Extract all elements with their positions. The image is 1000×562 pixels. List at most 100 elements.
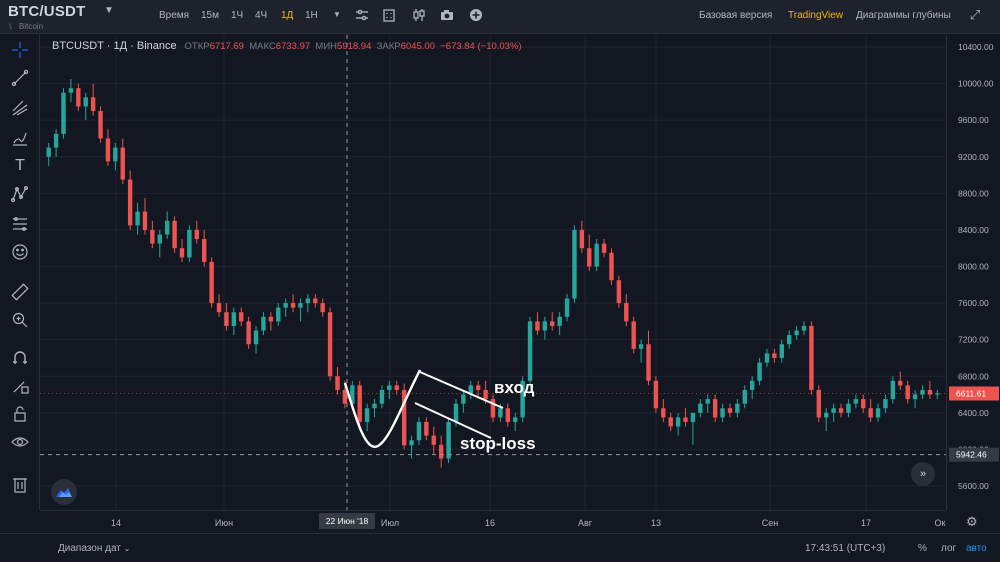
candle-body — [372, 403, 377, 409]
magnet-icon[interactable] — [9, 348, 31, 368]
candle-body — [187, 229, 192, 258]
brush-icon[interactable] — [9, 128, 31, 148]
candle-body — [483, 389, 488, 400]
fullscreen-icon[interactable]: ⤢ — [969, 7, 981, 22]
time-axis[interactable]: 14 Июн Июл 16 Авг 13 Сен 17 Ок 22 Июн '18 — [40, 510, 946, 532]
pitchfork-icon[interactable] — [9, 98, 31, 118]
candle — [638, 339, 644, 363]
candle — [705, 394, 710, 413]
candle — [268, 312, 274, 331]
candle — [475, 380, 481, 400]
ruler-icon[interactable] — [9, 282, 31, 302]
candle-body — [320, 303, 325, 313]
candle — [224, 303, 229, 331]
candle — [683, 408, 688, 427]
depth-chart-link[interactable]: Диаграммы глубины — [856, 10, 951, 21]
tab-1w[interactable]: 1Н — [305, 10, 318, 21]
candle-body — [816, 389, 822, 418]
more-intervals-icon[interactable]: ▼ — [333, 10, 341, 19]
date-range-button[interactable]: Диапазон дат ⌄ — [58, 543, 130, 554]
symbol-name[interactable]: BTC/USDT — [8, 3, 86, 20]
candle — [179, 239, 185, 262]
candle-body — [468, 385, 473, 395]
candle — [912, 389, 918, 409]
candle-body — [868, 408, 873, 418]
high-value: 6733.97 — [275, 41, 311, 52]
candle — [720, 403, 725, 422]
candle-body — [727, 408, 733, 413]
crosshair-time-tag: 22 Июн '18 — [319, 513, 375, 529]
candle-body — [283, 303, 288, 308]
pattern-icon[interactable] — [9, 184, 31, 204]
clock[interactable]: 17:43:51 (UTC+3) — [805, 543, 886, 554]
candle-body — [550, 321, 555, 326]
symbol-dropdown-icon[interactable]: ▼ — [104, 5, 114, 16]
candle — [742, 385, 747, 409]
last-price-tag: 6611.61 — [949, 386, 999, 401]
auto-toggle[interactable]: авто — [966, 543, 987, 554]
candle-body — [105, 138, 111, 162]
trend-line-icon[interactable] — [9, 68, 31, 88]
zoom-in-icon[interactable] — [9, 310, 31, 330]
add-icon[interactable] — [469, 8, 483, 22]
price-tick-label: 10400.00 — [958, 42, 994, 52]
candle — [816, 385, 822, 422]
candle-body — [327, 312, 333, 377]
tab-1d[interactable]: 1Д — [281, 10, 294, 21]
tab-15m[interactable]: 15м — [201, 10, 219, 21]
smile-icon[interactable] — [9, 242, 31, 262]
crosshair-icon[interactable] — [9, 40, 31, 60]
candle-body — [601, 243, 607, 253]
candle — [394, 380, 399, 395]
scroll-to-realtime-button[interactable]: » — [911, 462, 935, 486]
entry-label: вход — [494, 378, 535, 397]
basic-version-link[interactable]: Базовая версия — [699, 10, 773, 21]
candle — [779, 339, 784, 363]
eye-icon[interactable] — [9, 432, 31, 452]
stop-loss-label: stop-loss — [460, 434, 536, 453]
candle-body — [298, 303, 303, 308]
candle-body — [912, 394, 918, 400]
candle-body — [735, 403, 740, 413]
camera-icon[interactable] — [440, 8, 454, 22]
tab-1h[interactable]: 1Ч — [231, 10, 244, 21]
legend-symbol: BTCUSDT · 1Д · Binance — [52, 40, 177, 52]
candles — [46, 79, 940, 468]
channel-upper-line — [419, 371, 504, 409]
text-icon[interactable]: T — [15, 157, 25, 174]
candle — [661, 399, 666, 422]
prediction-icon[interactable] — [9, 214, 31, 234]
candle-body — [231, 312, 237, 326]
percent-toggle[interactable]: % — [918, 543, 927, 554]
last-price-tag-bg — [949, 386, 999, 401]
lock-icon[interactable] — [9, 404, 31, 424]
candle — [164, 211, 170, 240]
tradingview-link[interactable]: TradingView — [788, 10, 844, 21]
candle — [609, 248, 614, 285]
settings-icon[interactable]: ⚙ — [966, 514, 978, 529]
building-icon[interactable] — [382, 8, 396, 22]
drawing-lock-icon[interactable] — [9, 376, 31, 396]
candle-body — [801, 325, 807, 331]
candle — [653, 376, 659, 413]
candle-body — [883, 399, 888, 409]
candlestick-chart[interactable]: вход stop-loss — [40, 35, 946, 510]
candle — [764, 348, 770, 368]
channel-lower-line — [414, 402, 492, 439]
tab-4h[interactable]: 4Ч — [255, 10, 268, 21]
candle-body — [202, 239, 207, 262]
log-toggle[interactable]: лог — [941, 543, 957, 554]
candle-body — [661, 408, 666, 418]
crosshair-price-tag: 5942.46 — [949, 447, 999, 462]
price-axis[interactable]: 10400.00 10000.00 9600.00 9200.00 8800.00 840… — [946, 35, 1000, 510]
candles-icon[interactable] — [412, 8, 426, 22]
tab-time[interactable]: Время — [159, 10, 190, 21]
candle-body — [53, 133, 59, 148]
price-tick-label: 7200.00 — [958, 335, 989, 345]
time-tick-label: Сен — [762, 518, 779, 528]
candle — [801, 321, 807, 336]
indicators-icon[interactable] — [355, 8, 369, 22]
drawing-toolbar: T — [0, 34, 40, 510]
logo-icon[interactable] — [51, 479, 77, 505]
trash-icon[interactable] — [9, 474, 31, 494]
